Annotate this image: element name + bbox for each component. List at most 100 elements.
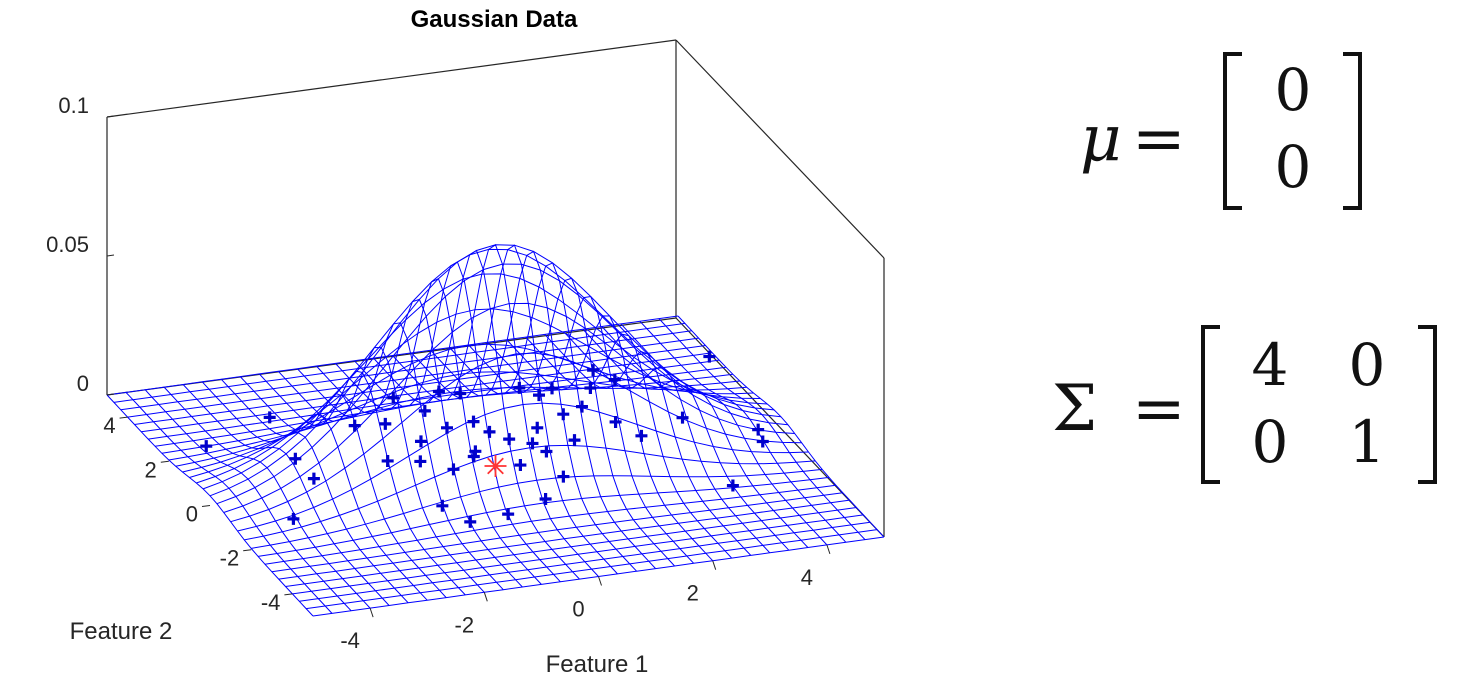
tick-mark: [160, 460, 169, 463]
sigma-symbol: Σ: [1052, 372, 1097, 446]
mesh-line-y: [168, 380, 740, 461]
tick-mark: [119, 416, 128, 419]
sigma-value-00: 4: [1252, 331, 1289, 399]
mesh-line-x: [601, 326, 809, 548]
tick-mark: [712, 560, 717, 570]
mesh-line-y: [237, 402, 809, 532]
z-tick-label: 0.05: [46, 232, 89, 257]
tick-mark: [201, 505, 211, 507]
mesh-line-y: [264, 484, 836, 565]
sample-point: [514, 459, 527, 472]
y-tick-label: -2: [220, 546, 240, 571]
sample-point: [587, 364, 600, 377]
y-tick-label: 4: [103, 413, 115, 438]
mesh-line-x: [468, 277, 675, 567]
z-tick-label: 0: [77, 371, 89, 396]
sample-point: [418, 404, 431, 417]
sample-point: [557, 408, 570, 421]
mesh-line-y: [244, 444, 816, 541]
sample-point: [533, 389, 546, 402]
mu-symbol: μ: [1080, 102, 1122, 176]
sample-point: [608, 373, 621, 386]
sample-point: [454, 387, 467, 400]
tick-mark: [106, 393, 115, 396]
sample-point: [609, 415, 622, 428]
sample-points: [200, 350, 769, 528]
sample-point: [726, 479, 739, 492]
sample-point: [469, 445, 482, 458]
mesh-line-y: [127, 337, 699, 418]
mesh-line-y: [251, 468, 823, 549]
sample-point: [568, 434, 581, 447]
mean-marker: [484, 455, 507, 477]
sample-point: [513, 381, 526, 394]
mesh-line-y: [223, 302, 795, 513]
sigma-value-11: 1: [1349, 408, 1386, 476]
mu-left-bracket: [1223, 52, 1242, 210]
tick-mark: [483, 592, 488, 602]
sample-point: [503, 433, 516, 446]
mesh-line-x: [639, 320, 847, 543]
mu-equals: =: [1132, 102, 1186, 176]
sample-point: [575, 400, 588, 413]
mean-equation: μ = 0 0: [1080, 52, 1362, 210]
mesh-line-y: [202, 248, 775, 490]
tick-mark: [598, 576, 602, 586]
mesh-line-y: [141, 352, 713, 433]
sample-point: [263, 411, 276, 424]
y-axis-label: Feature 2: [70, 618, 173, 645]
x-tick-label: -2: [455, 612, 475, 637]
sample-point: [752, 423, 765, 436]
sample-point: [483, 425, 496, 438]
tick-mark: [106, 115, 115, 118]
sample-point: [635, 429, 648, 442]
sample-point: [584, 382, 597, 394]
mesh-line-y: [278, 499, 850, 580]
mesh-line-y: [258, 476, 830, 557]
mesh-line-y: [292, 514, 864, 595]
x-tick-label: 0: [572, 597, 584, 622]
mu-value-1: 0: [1275, 133, 1312, 201]
mesh-line-x: [525, 333, 733, 559]
sample-point: [447, 463, 460, 476]
mesh-line-x: [239, 376, 447, 598]
mesh-line-y: [306, 529, 878, 610]
sample-point: [289, 452, 302, 465]
sample-point: [414, 455, 427, 468]
mesh-line-y: [216, 263, 788, 505]
sample-point: [546, 382, 559, 395]
mesh-line-y: [113, 322, 685, 403]
sample-point: [676, 411, 689, 424]
mesh-line-y: [209, 244, 782, 497]
sample-point: [441, 421, 453, 434]
sample-point: [557, 470, 570, 483]
mesh-line-y: [175, 371, 747, 467]
sample-point: [703, 350, 716, 363]
mu-value-0: 0: [1275, 56, 1312, 124]
sigma-value-01: 0: [1349, 331, 1386, 399]
mu-right-bracket: [1343, 52, 1362, 210]
sample-point: [526, 437, 539, 450]
tick-mark: [243, 549, 252, 552]
sample-point: [287, 512, 300, 525]
mesh-line-y: [120, 330, 692, 411]
sigma-left-bracket: [1201, 325, 1220, 484]
mesh-line-y: [299, 521, 871, 602]
sample-point: [539, 492, 552, 505]
mean-asterisk: [484, 455, 507, 477]
z-tick-label: 0.1: [58, 93, 89, 118]
mesh-line-y: [155, 366, 727, 447]
sample-point: [381, 454, 394, 467]
mesh-line-x: [677, 315, 885, 538]
sample-point: [464, 515, 477, 528]
x-tick-label: -4: [340, 628, 360, 653]
tick-mark: [106, 254, 115, 257]
box-top-back: [106, 39, 677, 118]
sample-point: [436, 499, 449, 512]
sigma-value-10: 0: [1252, 408, 1289, 476]
sample-point: [414, 435, 427, 448]
sample-point: [432, 385, 445, 398]
mesh-line-y: [196, 273, 768, 484]
